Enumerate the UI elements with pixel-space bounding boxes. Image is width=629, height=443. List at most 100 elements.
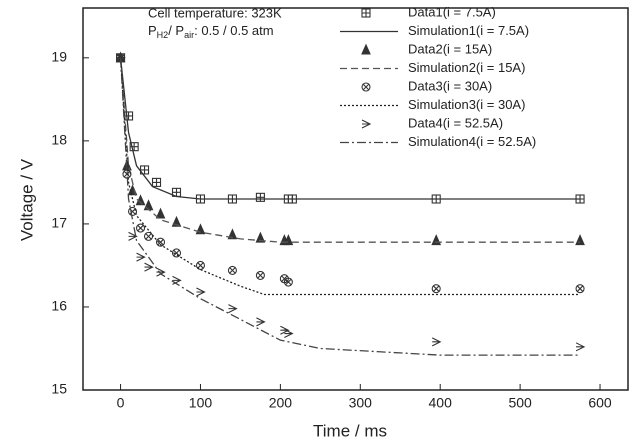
legend-label: Simulation3(i = 30A) [408, 97, 525, 112]
simulation-line [119, 57, 581, 356]
marker-part [575, 234, 585, 246]
marker [143, 199, 154, 211]
marker-part [195, 260, 206, 270]
marker-part [156, 267, 166, 277]
marker [575, 284, 585, 294]
marker [227, 228, 238, 240]
marker-part [431, 284, 441, 294]
marker-part [144, 262, 154, 272]
y-axis-label: Voltage / V [17, 158, 36, 241]
marker-part [257, 272, 264, 279]
marker [171, 248, 182, 258]
marker-part [145, 232, 152, 240]
x-tick-label: 0 [117, 395, 125, 411]
marker [255, 270, 265, 280]
marker-part [256, 317, 266, 327]
marker [195, 260, 206, 270]
marker-part [575, 284, 585, 294]
marker-part [171, 248, 182, 258]
marker-part [123, 170, 131, 178]
marker-part [127, 206, 138, 217]
legend-marker [361, 8, 371, 18]
simulation-line [119, 57, 581, 200]
annotation-part: / P [168, 23, 184, 38]
marker-part [124, 111, 133, 120]
x-tick-label: 100 [189, 395, 213, 411]
marker [256, 317, 266, 327]
marker-part [361, 119, 372, 129]
marker-part [362, 83, 370, 91]
marker-part [128, 231, 138, 241]
subscript: air [184, 30, 194, 40]
x-tick-label: 200 [269, 395, 293, 411]
x-tick-label: 400 [429, 395, 453, 411]
marker-part [576, 285, 584, 293]
y-tick-label: 18 [51, 132, 67, 148]
marker-part [195, 223, 206, 235]
marker [228, 304, 238, 314]
marker-part [362, 9, 370, 17]
legend-label: Data3(i = 30A) [408, 78, 492, 93]
annotation-part: : 0.5 / 0.5 atm [194, 23, 274, 38]
marker [283, 277, 293, 287]
legend-label: Data1(i = 7.5A) [408, 4, 496, 19]
marker-part [255, 270, 265, 280]
legend-label: Simulation2(i = 15A) [408, 60, 525, 75]
marker [151, 177, 162, 187]
marker-part [196, 287, 206, 297]
x-tick-label: 500 [508, 395, 532, 411]
marker-part [227, 265, 237, 275]
marker [280, 325, 290, 335]
marker [431, 284, 441, 294]
marker-part [256, 193, 265, 202]
marker [255, 192, 265, 202]
x-tick-label: 600 [588, 395, 612, 411]
marker-part [155, 237, 166, 247]
marker-part [575, 342, 586, 352]
simulation-line [119, 57, 581, 296]
y-tick-label: 17 [51, 215, 67, 231]
marker [144, 262, 154, 272]
marker [127, 206, 138, 217]
marker-part [255, 231, 266, 243]
marker [575, 234, 585, 246]
marker [143, 231, 154, 241]
y-tick-label: 16 [51, 298, 67, 314]
marker-part [173, 249, 180, 257]
legend-label: Data4(i = 52.5A) [408, 115, 503, 130]
x-tick-label: 300 [349, 395, 373, 411]
legend-marker [361, 43, 371, 55]
annotation: Cell temperature: 323K [148, 5, 282, 20]
marker-part [197, 262, 204, 269]
marker [227, 265, 237, 275]
marker-part [137, 224, 144, 232]
marker [575, 342, 586, 352]
marker [155, 237, 166, 247]
legend-label: Simulation4(i = 52.5A) [408, 134, 536, 149]
marker-part [227, 228, 238, 240]
marker [431, 337, 442, 347]
marker-part [431, 337, 442, 347]
marker [136, 252, 146, 262]
marker-part [280, 325, 290, 335]
marker-part [155, 207, 166, 219]
marker-part [152, 178, 161, 187]
simulation-line [119, 57, 581, 243]
marker [195, 223, 206, 235]
marker-part [361, 82, 371, 92]
marker-part [172, 188, 181, 197]
marker [135, 223, 146, 233]
marker [431, 234, 442, 246]
marker-part [143, 199, 154, 211]
legend-label: Simulation1(i = 7.5A) [408, 23, 529, 38]
marker [284, 329, 294, 339]
marker-part [284, 329, 294, 339]
y-tick-label: 15 [51, 381, 67, 397]
annotation: PH2/ Pair: 0.5 / 0.5 atm [148, 23, 274, 40]
marker-part [228, 304, 238, 314]
legend-marker [361, 82, 371, 92]
marker-part [157, 238, 164, 246]
marker-part [361, 43, 371, 55]
marker [128, 231, 138, 241]
